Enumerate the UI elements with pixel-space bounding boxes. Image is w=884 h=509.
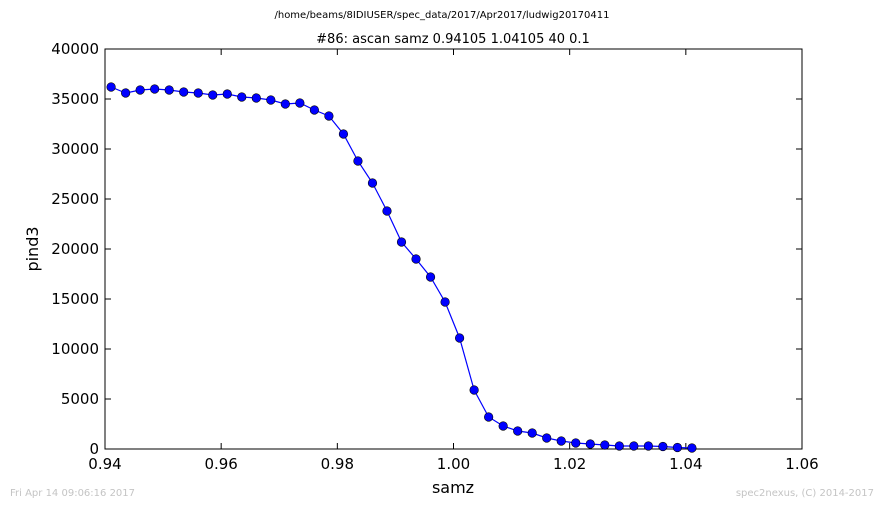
footer-credit: spec2nexus, (C) 2014-2017 (735, 488, 874, 499)
plot-area (104, 48, 803, 450)
data-point (629, 441, 639, 451)
data-point (280, 99, 290, 109)
data-point (643, 441, 653, 451)
x-tick-label: 0.94 (88, 455, 121, 473)
ticks-layer: 0.94 0.96 0.98 1.00 1.02 1.04 1.06 0 5000 10000 15… (23, 40, 819, 473)
data-point (527, 428, 537, 438)
data-point (106, 82, 116, 92)
data-point (222, 89, 232, 99)
data-point (484, 412, 494, 422)
y-tick-label: 15000 (51, 290, 99, 308)
data-point (614, 441, 624, 451)
data-point (193, 88, 203, 98)
data-point (237, 92, 247, 102)
y-tick-label: 25000 (51, 190, 99, 208)
data-point (585, 439, 595, 449)
data-point (454, 333, 465, 343)
y-tick-label: 40000 (51, 40, 99, 58)
data-point (571, 438, 581, 448)
data-point (425, 272, 436, 282)
data-point (600, 440, 610, 450)
data-point (295, 98, 305, 108)
x-tick-label: 1.04 (669, 455, 702, 473)
x-tick-label: 1.06 (785, 455, 818, 473)
x-tick-label: 1.00 (437, 455, 470, 473)
data-point (542, 433, 552, 443)
data-point (440, 297, 450, 307)
y-tick-label: 0 (89, 440, 99, 458)
data-point (367, 178, 378, 188)
data-point (150, 84, 160, 94)
y-tick-label: 30000 (51, 140, 99, 158)
x-tick-label: 0.96 (204, 455, 237, 473)
data-point (309, 105, 319, 115)
data-point (396, 237, 407, 247)
x-tick-label: 0.98 (321, 455, 354, 473)
data-point (672, 442, 683, 453)
data-point (251, 93, 261, 103)
y-tick-label: 35000 (51, 90, 99, 108)
data-point (266, 95, 276, 105)
data-point (121, 88, 131, 98)
data-point (135, 85, 145, 95)
data-point (556, 436, 566, 446)
data-point (324, 111, 334, 121)
data-point (411, 254, 421, 264)
chart-title: #86: ascan samz 0.94105 1.04105 40 0.1 (316, 32, 590, 47)
data-point (353, 156, 363, 166)
data-point (382, 206, 392, 216)
data-point (164, 85, 174, 95)
footer-timestamp: Fri Apr 14 09:06:16 2017 (10, 488, 136, 499)
plot-canvas: /home/beams/8IDIUSER/spec_data/2017/Apr2… (23, 10, 819, 473)
y-tick-label: 10000 (51, 340, 99, 358)
x-axis-label-html: samz (431, 478, 475, 497)
data-point (687, 443, 697, 453)
file-path-header: /home/beams/8IDIUSER/spec_data/2017/Apr2… (274, 10, 609, 21)
data-point (208, 90, 218, 100)
data-point (179, 87, 189, 97)
x-tick-label: 1.02 (553, 455, 586, 473)
series-layer (106, 82, 697, 453)
y-tick-label: 20000 (51, 240, 99, 258)
data-point (498, 421, 508, 431)
data-point (513, 426, 523, 436)
y-tick-label: 5000 (61, 390, 99, 408)
data-point (469, 385, 479, 395)
data-point (658, 441, 668, 452)
y-axis-label: pind3 (23, 226, 42, 271)
data-point (338, 129, 349, 139)
